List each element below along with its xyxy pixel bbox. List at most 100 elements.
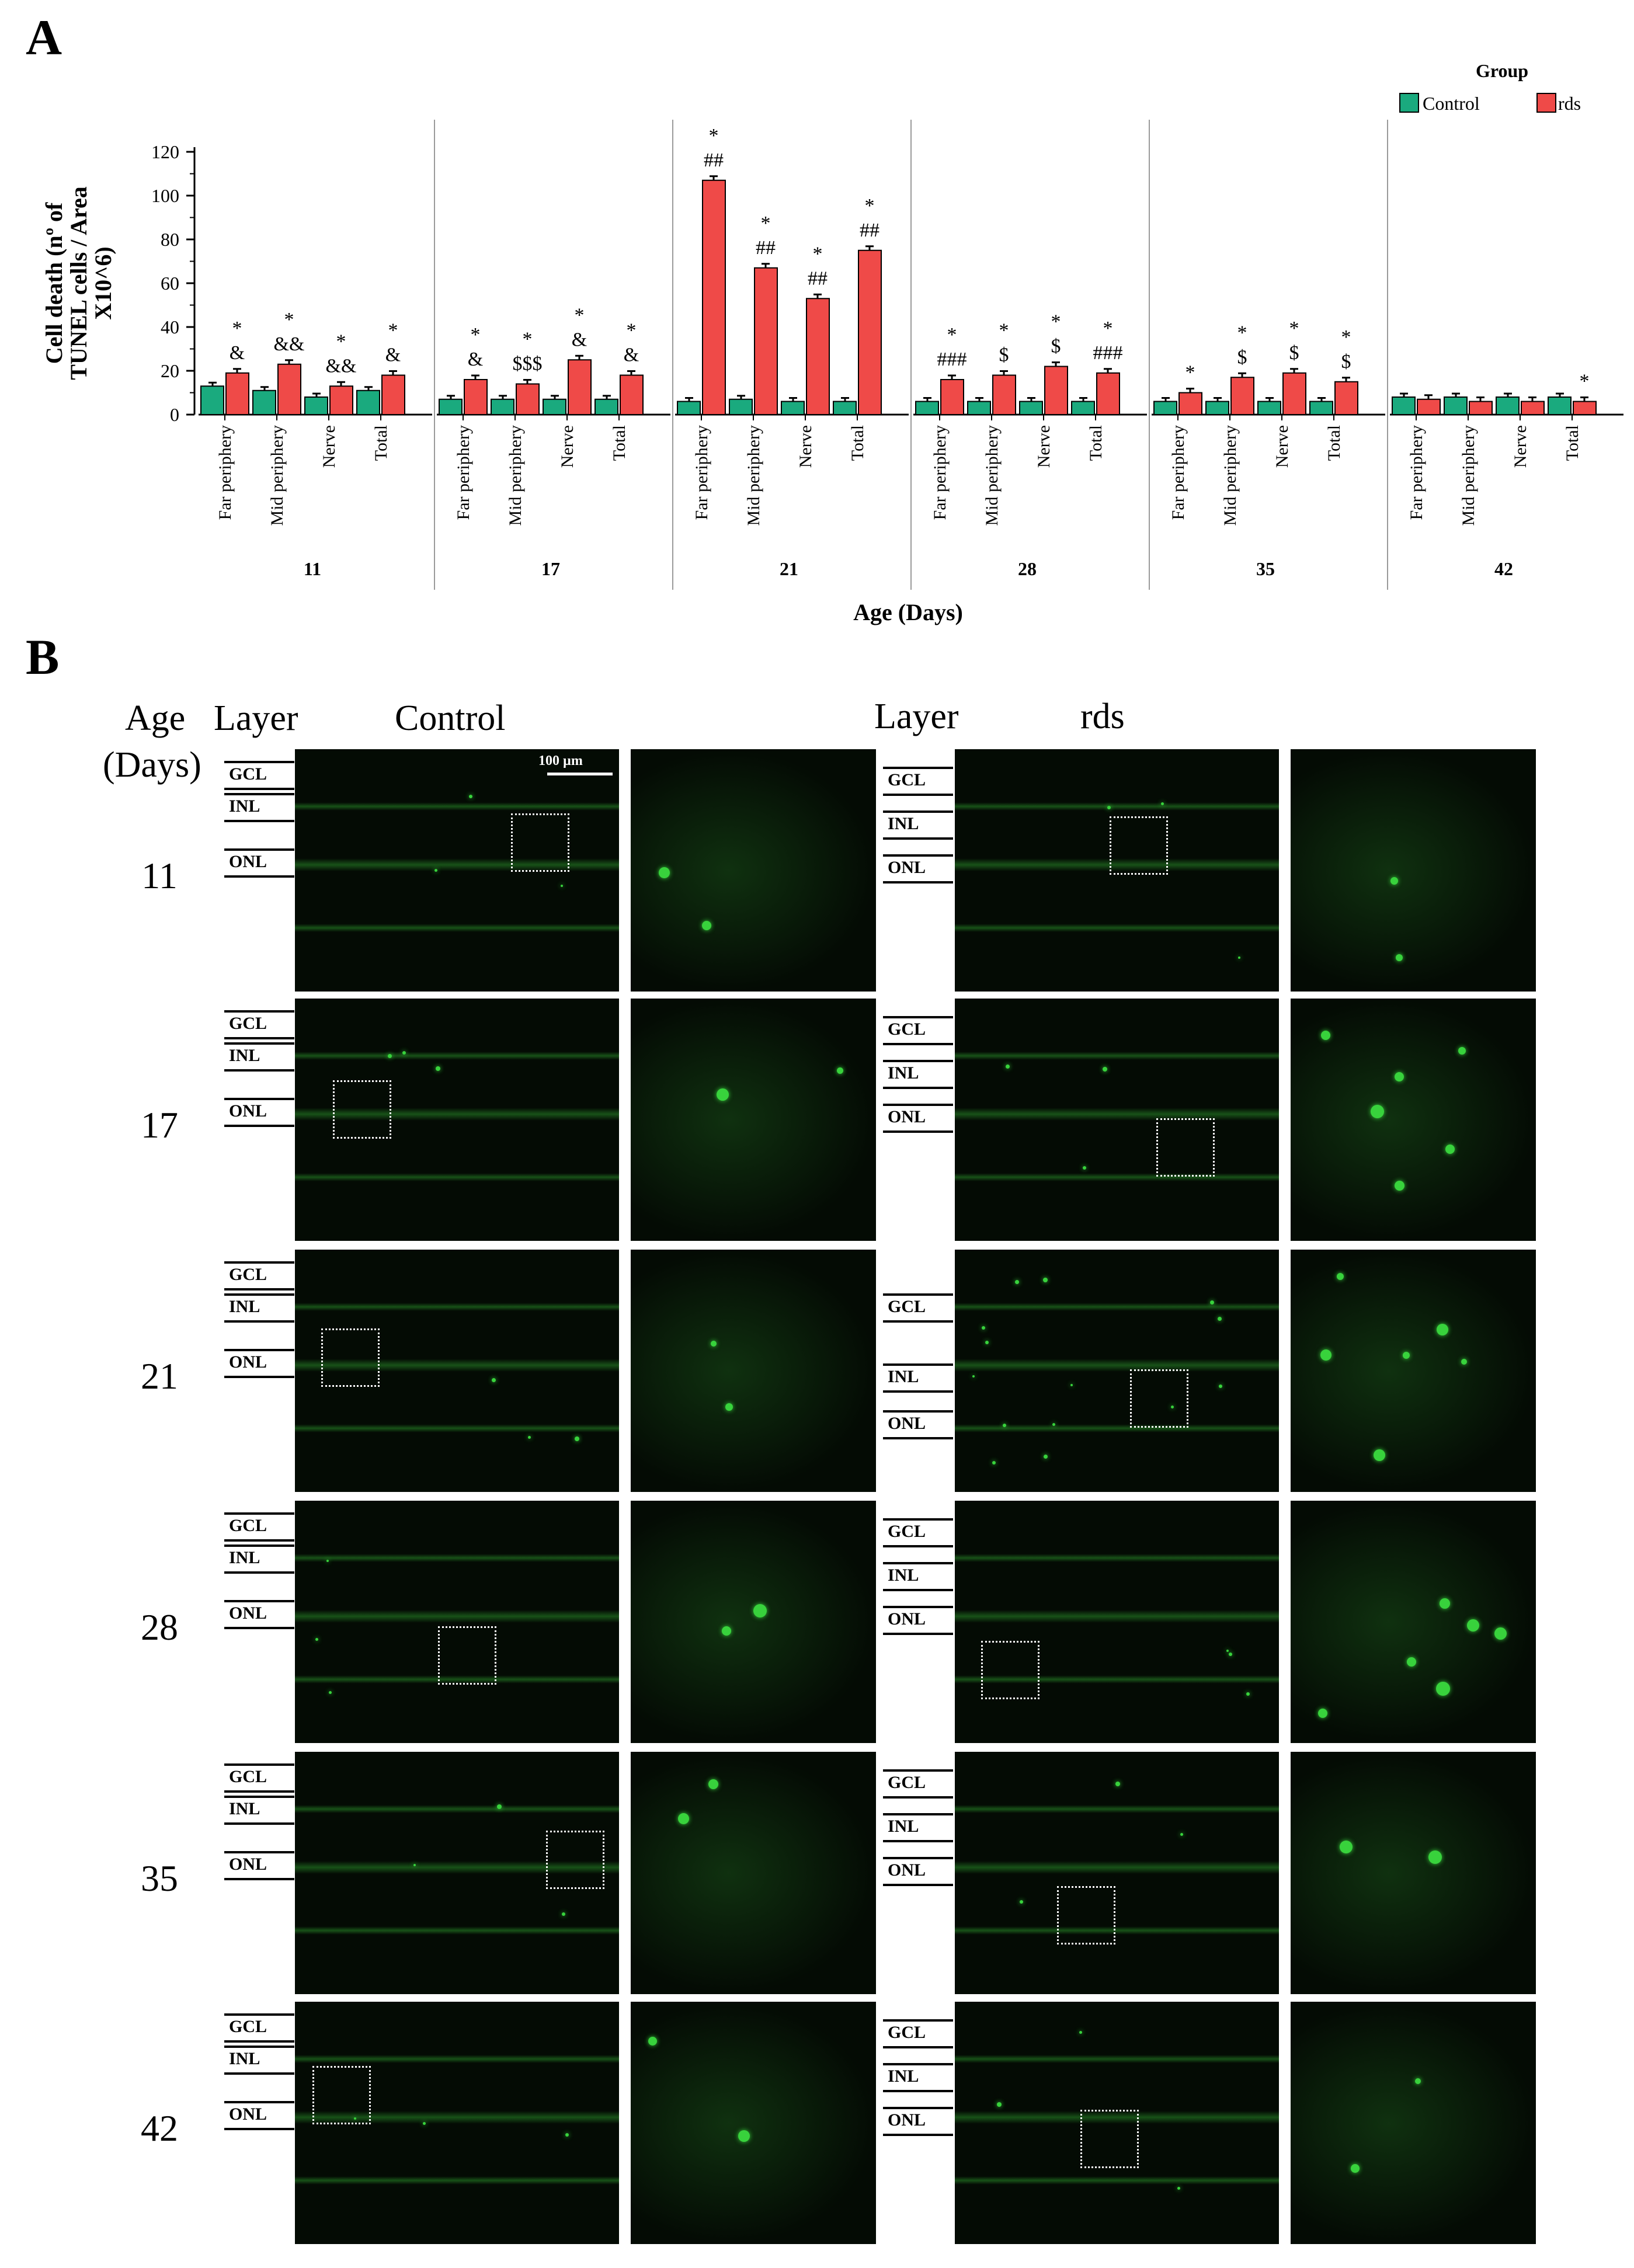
tunel-positive-cell xyxy=(1320,1349,1331,1361)
category-label: Mid periphery xyxy=(1221,425,1240,526)
layer-label-onl: ONL xyxy=(229,1101,267,1121)
retina-texture xyxy=(631,999,876,1241)
layer-line xyxy=(224,1571,294,1574)
category-label: Mid periphery xyxy=(982,425,1002,526)
layer-line xyxy=(883,767,953,769)
micrograph-tissue-rds xyxy=(955,749,1279,992)
category-label: Nerve xyxy=(1034,425,1054,468)
layer-line xyxy=(883,1130,953,1133)
rds-bar xyxy=(1044,366,1068,415)
significance-mark: ## xyxy=(860,220,879,241)
retina-texture xyxy=(631,1501,876,1743)
significance-mark: $ xyxy=(1237,346,1247,368)
retina-band xyxy=(295,1610,619,1623)
rds-bar xyxy=(329,385,353,415)
significance-mark: * xyxy=(1051,311,1061,333)
tunel-positive-cell xyxy=(725,1403,733,1411)
tunel-positive-cell xyxy=(413,1864,416,1866)
layer-line xyxy=(883,2090,953,2092)
y-tick-label: 100 xyxy=(151,185,179,206)
layer-line xyxy=(224,2128,294,2130)
category-label: Total xyxy=(848,425,867,461)
layer-line xyxy=(224,2101,294,2103)
header-rds: rds xyxy=(1080,697,1125,736)
control-bar xyxy=(781,401,805,415)
retina-band xyxy=(955,1052,1279,1060)
retina-texture xyxy=(1291,749,1536,992)
category-label: Mid periphery xyxy=(506,425,525,526)
retina-band xyxy=(955,1359,1279,1372)
retina-texture xyxy=(631,2002,876,2244)
retina-band xyxy=(295,1554,619,1562)
retina-band xyxy=(295,1359,619,1372)
layer-line xyxy=(883,1545,953,1547)
rds-bar xyxy=(464,379,488,415)
tunel-positive-cell xyxy=(753,1604,767,1617)
tunel-positive-cell xyxy=(738,2130,750,2142)
rds-bar xyxy=(1469,401,1493,415)
tunel-positive-cell xyxy=(1210,1300,1214,1305)
category-label: Total xyxy=(1324,425,1344,461)
retina-texture xyxy=(1291,1752,1536,1994)
category-label: Total xyxy=(1086,425,1105,461)
tunel-positive-cell xyxy=(1337,1273,1344,1280)
significance-mark: & xyxy=(230,342,245,364)
tunel-positive-cell xyxy=(1070,1384,1073,1386)
group-label: 35 xyxy=(1256,558,1275,579)
layer-label-gcl: GCL xyxy=(888,770,926,789)
retina-band xyxy=(295,1861,619,1874)
rds-bar xyxy=(381,374,405,415)
layer-label-inl: INL xyxy=(888,2067,919,2086)
age-label: 11 xyxy=(141,855,178,896)
tunel-positive-cell xyxy=(1321,1031,1330,1040)
significance-mark: $ xyxy=(999,345,1009,366)
layer-line xyxy=(883,1840,953,1842)
tunel-positive-cell xyxy=(1043,1278,1048,1282)
rds-bar xyxy=(1417,398,1441,415)
rds-bar xyxy=(702,179,726,415)
tunel-positive-cell xyxy=(492,1378,496,1382)
category-label: Nerve xyxy=(558,425,577,468)
layer-line xyxy=(883,1087,953,1089)
micrograph-tissue-rds xyxy=(955,1501,1279,1743)
retina-band xyxy=(295,1926,619,1935)
retina-band xyxy=(955,924,1279,932)
layer-label-gcl: GCL xyxy=(229,2017,267,2036)
significance-mark: $ xyxy=(1051,336,1061,357)
group-label: 21 xyxy=(780,558,798,579)
tunel-positive-cell xyxy=(1458,1047,1466,1055)
retina-band xyxy=(955,1108,1279,1121)
layer-label-inl: INL xyxy=(229,1799,260,1818)
layer-label-gcl: GCL xyxy=(888,1020,926,1039)
tunel-positive-cell xyxy=(423,2122,426,2125)
panel-a-letter: A xyxy=(26,9,62,65)
retina-texture xyxy=(1291,1250,1536,1492)
scale-bar xyxy=(547,773,613,775)
layer-line xyxy=(883,837,953,840)
layer-line xyxy=(224,1349,294,1351)
layer-line xyxy=(224,2046,294,2048)
layer-line xyxy=(224,1037,294,1039)
category-label: Total xyxy=(371,425,391,461)
tunel-positive-cell xyxy=(702,921,711,930)
micrograph-tissue-rds xyxy=(955,1250,1279,1492)
category-label: Nerve xyxy=(1511,425,1530,468)
category-label: Mid periphery xyxy=(744,425,763,526)
significance-mark: * xyxy=(523,329,533,350)
category-label: Far periphery xyxy=(930,425,950,520)
legend-label-rds: rds xyxy=(1558,93,1581,114)
y-tick-label: 0 xyxy=(170,404,179,425)
tunel-positive-cell xyxy=(1437,1324,1448,1335)
significance-mark: ### xyxy=(937,349,967,370)
control-bar xyxy=(1496,396,1520,415)
retina-band xyxy=(955,2055,1279,2063)
legend-label-control: Control xyxy=(1423,93,1480,114)
inset-box xyxy=(981,1641,1039,1699)
layer-label-onl: ONL xyxy=(229,1352,267,1372)
header-layer-rds: Layer xyxy=(874,697,959,736)
control-bar xyxy=(967,401,991,415)
tunel-positive-cell xyxy=(1015,1280,1019,1284)
category-label: Nerve xyxy=(796,425,815,468)
layer-line xyxy=(883,1884,953,1886)
control-bar xyxy=(1444,396,1468,415)
